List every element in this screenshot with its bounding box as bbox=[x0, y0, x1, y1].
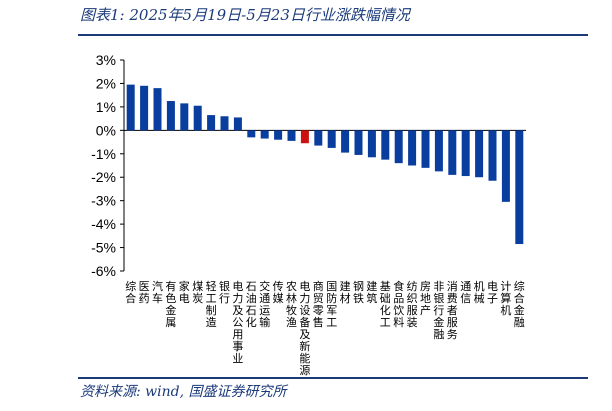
category-label: 通信 bbox=[460, 280, 471, 305]
category-label: 医药 bbox=[139, 280, 150, 305]
bar-3 bbox=[153, 88, 162, 131]
bar-23 bbox=[421, 130, 430, 168]
category-label: 电力设备及新能源 bbox=[299, 280, 310, 377]
category-label: 机械 bbox=[474, 279, 485, 305]
bar-6 bbox=[193, 105, 202, 131]
bar-27 bbox=[475, 130, 484, 178]
category-label: 综合 bbox=[125, 279, 136, 305]
bar-8 bbox=[220, 116, 229, 131]
category-label: 建筑 bbox=[366, 279, 377, 305]
category-label: 汽车 bbox=[152, 279, 163, 305]
bar-5 bbox=[180, 103, 189, 131]
bar-1 bbox=[126, 84, 135, 131]
bar-16 bbox=[327, 130, 336, 148]
bar-24 bbox=[434, 130, 443, 172]
category-label: 传媒 bbox=[273, 280, 284, 305]
y-tick-label: -3% bbox=[91, 193, 116, 209]
bar-2 bbox=[140, 85, 149, 131]
bar-29 bbox=[501, 130, 510, 202]
y-tick-label: -1% bbox=[91, 146, 116, 162]
category-label: 煤炭 bbox=[192, 280, 203, 305]
y-tick-label: 1% bbox=[96, 99, 116, 115]
category-label: 轻工制造 bbox=[206, 279, 217, 329]
bar-17 bbox=[341, 130, 350, 153]
category-label: 电子 bbox=[487, 280, 498, 305]
bar-11 bbox=[260, 130, 269, 139]
category-label: 银行 bbox=[219, 279, 230, 305]
category-label: 交通运输 bbox=[259, 279, 270, 329]
bar-28 bbox=[488, 130, 497, 181]
bar-30 bbox=[515, 130, 524, 245]
source-note: 资料来源: wind, 国盛证券研究所 bbox=[80, 384, 287, 400]
bar-10 bbox=[247, 130, 256, 138]
bar-15 bbox=[314, 130, 323, 146]
category-label: 纺织服装 bbox=[407, 279, 418, 329]
bar-4 bbox=[166, 101, 175, 131]
bar-20 bbox=[381, 130, 390, 160]
bar-18 bbox=[354, 130, 363, 155]
category-label: 农林牧渔 bbox=[286, 279, 297, 329]
bar-13 bbox=[287, 130, 296, 141]
category-label: 石油石化 bbox=[246, 280, 257, 329]
category-label: 非银行金融 bbox=[433, 280, 444, 341]
y-tick-label: 0% bbox=[96, 122, 116, 138]
category-label: 家电 bbox=[179, 279, 190, 305]
category-label: 电力及公用事业 bbox=[232, 280, 243, 365]
chart-title: 图表1: 2025年5月19日-5月23日行业涨跌幅情况 bbox=[80, 6, 410, 24]
bar-22 bbox=[408, 130, 417, 166]
y-tick-label: 3% bbox=[96, 52, 116, 68]
category-label: 国防军工 bbox=[326, 280, 337, 329]
category-label: 消费者服务 bbox=[447, 279, 458, 341]
y-tick-label: -4% bbox=[91, 216, 116, 232]
bar-12 bbox=[274, 130, 283, 140]
category-label: 食品饮料 bbox=[393, 279, 404, 329]
title-rule bbox=[78, 34, 588, 36]
bar-9 bbox=[233, 117, 242, 131]
category-label: 建材 bbox=[340, 279, 351, 305]
category-label: 房地产 bbox=[420, 280, 431, 317]
bar-14 bbox=[300, 130, 309, 144]
category-label: 基础化工 bbox=[380, 280, 391, 329]
category-label: 商贸零售 bbox=[313, 279, 324, 329]
y-tick-label: -6% bbox=[91, 263, 116, 279]
y-tick-label: -2% bbox=[91, 169, 116, 185]
source-rule bbox=[78, 377, 588, 379]
y-tick-label: 2% bbox=[96, 75, 116, 91]
category-label: 有色金属 bbox=[165, 279, 176, 329]
category-label: 计算机 bbox=[500, 280, 511, 317]
category-label: 综合金融 bbox=[514, 279, 525, 329]
bar-25 bbox=[448, 130, 457, 175]
bar-21 bbox=[394, 130, 403, 164]
bar-19 bbox=[367, 130, 376, 158]
bar-26 bbox=[461, 130, 470, 177]
bar-7 bbox=[207, 115, 216, 131]
category-label: 钢铁 bbox=[353, 280, 364, 305]
y-tick-label: -5% bbox=[91, 240, 116, 256]
